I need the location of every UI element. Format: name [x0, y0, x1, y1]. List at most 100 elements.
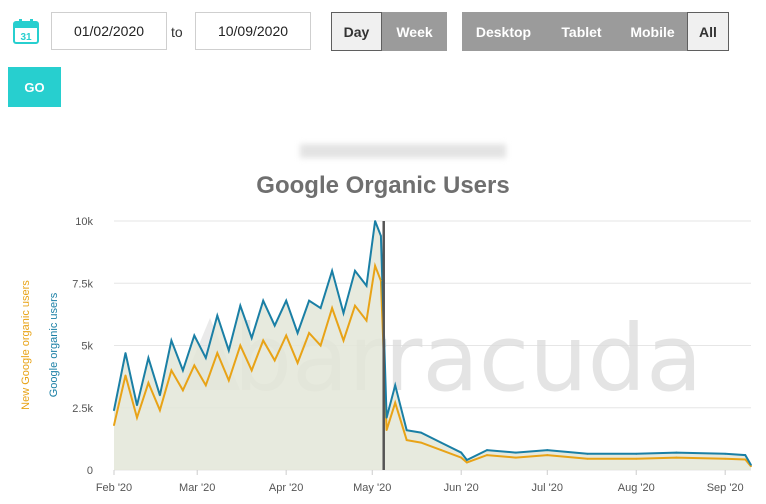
week-button[interactable]: Week — [382, 12, 447, 51]
new-users-point — [250, 369, 253, 372]
y-tick-label: 10k — [75, 216, 93, 228]
y-axis-label-new-users: New Google organic users — [20, 280, 32, 410]
start-date-input[interactable]: 01/02/2020 — [51, 12, 167, 50]
new-users-point — [379, 279, 382, 282]
new-users-point — [546, 454, 549, 456]
users-point — [420, 431, 422, 434]
new-users-point — [675, 456, 678, 459]
users-point — [193, 334, 196, 337]
users-point — [405, 429, 408, 432]
new-users-point — [331, 307, 333, 310]
new-users-point — [635, 457, 638, 460]
new-users-point — [308, 332, 311, 334]
granularity-toggle: Day Week — [331, 12, 447, 51]
users-point — [744, 454, 747, 456]
all-button[interactable]: All — [687, 12, 729, 51]
users-point — [460, 451, 463, 454]
users-point — [546, 449, 549, 451]
users-point — [379, 235, 382, 237]
users-point — [331, 269, 333, 272]
new-users-point — [342, 339, 345, 342]
new-users-point — [170, 369, 173, 372]
users-point — [750, 464, 752, 466]
users-point — [239, 304, 242, 307]
y-tick-label: 5k — [81, 341, 93, 353]
chart-title: Google Organic Users — [256, 172, 510, 199]
new-users-point — [227, 379, 230, 382]
users-point — [285, 299, 288, 302]
new-users-point — [486, 454, 488, 456]
mobile-button[interactable]: Mobile — [618, 12, 687, 51]
users-point — [466, 459, 468, 461]
users-point — [514, 451, 517, 454]
users-point — [486, 449, 488, 451]
new-users-point — [374, 264, 377, 267]
users-point — [147, 357, 150, 359]
users-point — [181, 369, 184, 372]
desktop-button[interactable]: Desktop — [462, 12, 545, 51]
new-users-point — [239, 344, 242, 347]
users-point — [273, 324, 276, 327]
users-area — [114, 221, 751, 470]
users-point — [170, 339, 173, 342]
users-point — [296, 332, 299, 334]
new-users-point — [216, 352, 219, 354]
x-tick-label: Feb '20 — [96, 482, 132, 494]
x-tick-label: May '20 — [353, 482, 391, 494]
new-users-point — [466, 461, 468, 464]
to-label: to — [171, 24, 183, 40]
new-users-point — [394, 401, 397, 404]
users-point — [440, 441, 443, 444]
new-users-point — [147, 381, 150, 384]
new-users-point — [181, 389, 184, 392]
tablet-button[interactable]: Tablet — [545, 12, 618, 51]
blurred-subtitle — [300, 144, 506, 158]
go-button[interactable]: GO — [8, 67, 61, 107]
new-users-point — [750, 465, 752, 468]
new-users-point — [159, 409, 161, 412]
users-point — [204, 357, 207, 359]
new-users-point — [365, 319, 368, 322]
users-point — [675, 451, 678, 454]
end-date-input[interactable]: 10/09/2020 — [195, 12, 311, 50]
new-users-point — [273, 359, 276, 362]
x-tick-label: Aug '20 — [618, 482, 655, 494]
new-users-point — [285, 334, 288, 337]
users-point — [136, 404, 138, 407]
new-users-point — [354, 304, 356, 307]
new-users-point — [385, 429, 388, 432]
device-toggle: Desktop Tablet Mobile All — [462, 12, 729, 51]
users-point — [394, 384, 397, 387]
users-point — [227, 349, 230, 352]
new-users-point — [193, 364, 196, 367]
users-point — [586, 452, 589, 455]
x-tick-label: Mar '20 — [179, 482, 215, 494]
x-tick-label: Apr '20 — [269, 482, 304, 494]
users-point — [159, 394, 161, 397]
users-point — [635, 452, 638, 455]
new-users-point — [136, 416, 138, 419]
day-button[interactable]: Day — [331, 12, 382, 51]
users-point — [216, 314, 219, 317]
new-users-point — [460, 456, 463, 459]
users-point — [342, 312, 345, 315]
users-point — [354, 269, 356, 272]
new-users-point — [724, 457, 727, 460]
x-tick-label: Sep '20 — [707, 482, 744, 494]
new-users-point — [514, 456, 517, 459]
new-users-point — [440, 449, 443, 451]
new-users-point — [262, 339, 265, 342]
x-tick-label: Jul '20 — [532, 482, 563, 494]
calendar-day-number: 31 — [20, 32, 32, 43]
new-users-point — [744, 458, 747, 461]
calendar-icon[interactable]: 31 — [12, 17, 40, 45]
new-users-point — [420, 441, 422, 444]
y-tick-label: 0 — [87, 465, 93, 477]
users-point — [365, 284, 368, 287]
users-point — [250, 337, 253, 339]
new-users-point — [405, 439, 408, 442]
new-users-point — [319, 344, 322, 347]
x-tick-label: Jun '20 — [444, 482, 479, 494]
users-point — [319, 307, 322, 310]
